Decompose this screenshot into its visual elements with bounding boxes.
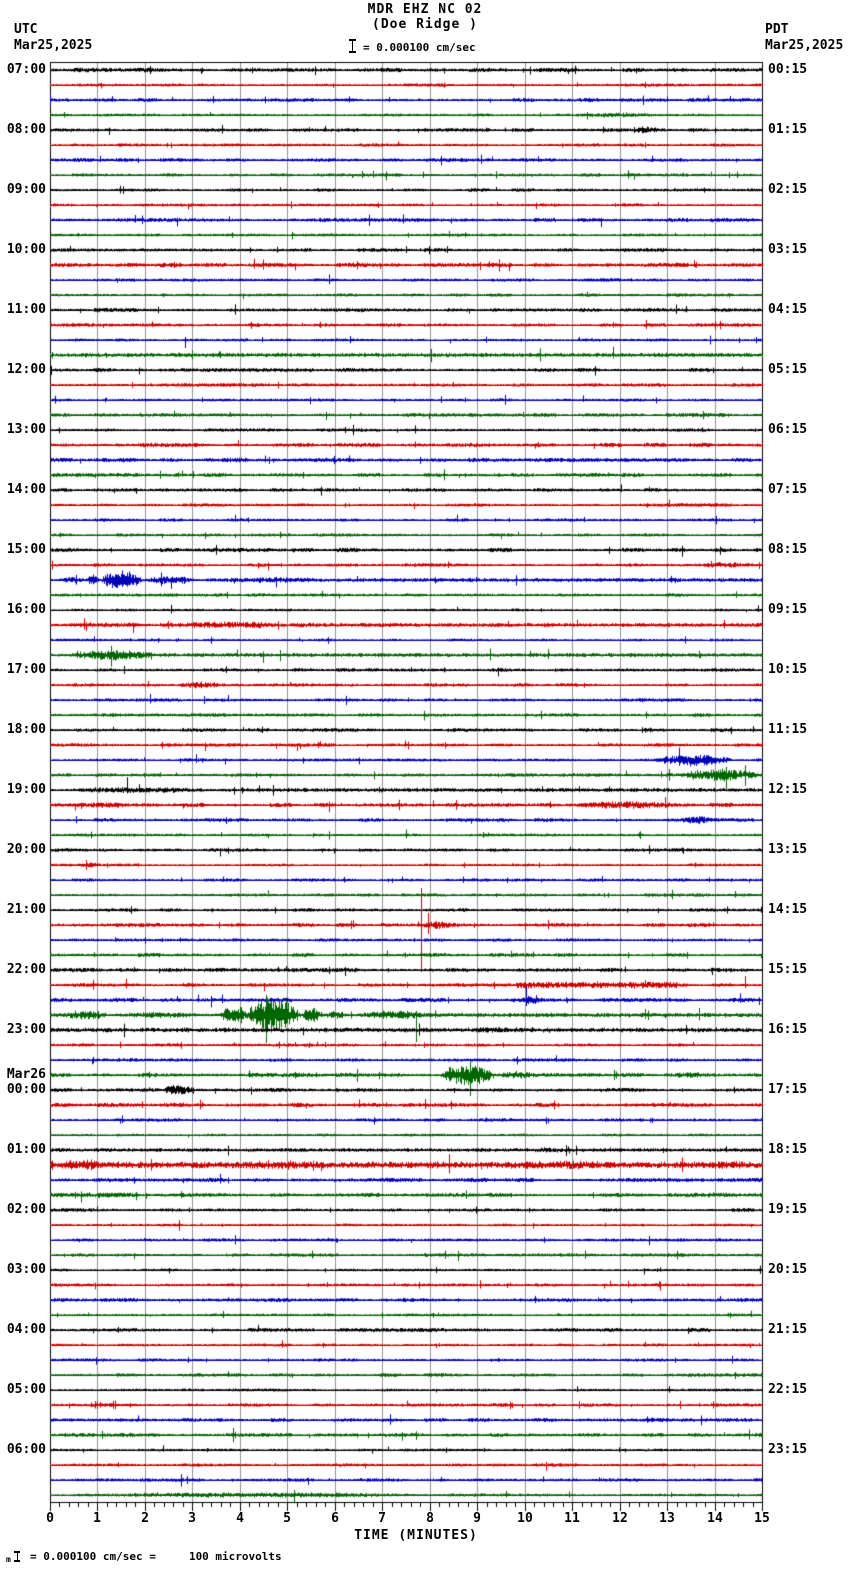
pdt-hour-label: 08:15 — [768, 542, 808, 557]
x-axis-tick-label: 2 — [141, 1511, 149, 1526]
pdt-hour-label: 21:15 — [768, 1322, 808, 1337]
footer-prefix-glyph: m — [6, 1555, 11, 1564]
utc-hour-label: 05:00 — [6, 1382, 46, 1397]
pdt-hour-label: 02:15 — [768, 182, 808, 197]
utc-hour-label: 13:00 — [6, 422, 46, 437]
utc-hour-label: 15:00 — [6, 542, 46, 557]
pdt-hour-label: 15:15 — [768, 962, 808, 977]
utc-hour-label: 20:00 — [6, 842, 46, 857]
x-axis-tick-label: 0 — [46, 1511, 54, 1526]
utc-hour-label: 03:00 — [6, 1262, 46, 1277]
x-axis-tick-label: 5 — [283, 1511, 291, 1526]
utc-hour-label: 06:00 — [6, 1442, 46, 1457]
utc-hour-label: 10:00 — [6, 242, 46, 257]
x-axis-tick-label: 14 — [707, 1511, 723, 1526]
pdt-hour-label: 03:15 — [768, 242, 808, 257]
pdt-hour-label: 18:15 — [768, 1142, 808, 1157]
utc-hour-label: 19:00 — [6, 782, 46, 797]
pdt-hour-label: 11:15 — [768, 722, 808, 737]
x-axis-tick-label: 12 — [612, 1511, 628, 1526]
utc-hour-label: 07:00 — [6, 62, 46, 77]
pdt-hour-label: 04:15 — [768, 302, 808, 317]
x-axis-tick-label: 11 — [564, 1511, 580, 1526]
pdt-hour-label: 12:15 — [768, 782, 808, 797]
pdt-hour-label: 06:15 — [768, 422, 808, 437]
x-axis-tick-label: 10 — [517, 1511, 533, 1526]
pdt-hour-label: 16:15 — [768, 1022, 808, 1037]
utc-hour-label: 23:00 — [6, 1022, 46, 1037]
utc-hour-label: 12:00 — [6, 362, 46, 377]
x-axis-tick-label: 15 — [754, 1511, 770, 1526]
utc-hour-label: 02:00 — [6, 1202, 46, 1217]
x-axis-tick-label: 8 — [426, 1511, 434, 1526]
date-change-label: Mar26 — [6, 1067, 46, 1082]
x-axis-tick-label: 3 — [188, 1511, 196, 1526]
utc-hour-label: 17:00 — [6, 662, 46, 677]
footer-scale-text: = 0.000100 cm/sec = 100 microvolts — [30, 1550, 282, 1563]
x-axis-tick-label: 13 — [659, 1511, 675, 1526]
utc-hour-label: 09:00 — [6, 182, 46, 197]
footer-scale-bar-icon — [14, 1551, 20, 1562]
pdt-hour-label: 13:15 — [768, 842, 808, 857]
x-axis-tick-label: 6 — [331, 1511, 339, 1526]
x-axis-title: TIME (MINUTES) — [354, 1528, 478, 1543]
footer-scale-note: m = 0.000100 cm/sec = 100 microvolts — [0, 1548, 850, 1568]
pdt-hour-label: 14:15 — [768, 902, 808, 917]
utc-hour-label: 01:00 — [6, 1142, 46, 1157]
utc-hour-label: 18:00 — [6, 722, 46, 737]
pdt-hour-label: 07:15 — [768, 482, 808, 497]
pdt-hour-label: 19:15 — [768, 1202, 808, 1217]
utc-hour-label: 21:00 — [6, 902, 46, 917]
utc-hour-label: 00:00 — [6, 1082, 46, 1097]
x-axis-tick-label: 9 — [473, 1511, 481, 1526]
utc-hour-label: 08:00 — [6, 122, 46, 137]
pdt-hour-label: 20:15 — [768, 1262, 808, 1277]
pdt-hour-label: 00:15 — [768, 62, 808, 77]
pdt-hour-label: 22:15 — [768, 1382, 808, 1397]
utc-hour-label: 14:00 — [6, 482, 46, 497]
utc-hour-label: 04:00 — [6, 1322, 46, 1337]
utc-hour-label: 16:00 — [6, 602, 46, 617]
x-axis-tick-label: 4 — [236, 1511, 244, 1526]
pdt-hour-label: 10:15 — [768, 662, 808, 677]
pdt-hour-label: 05:15 — [768, 362, 808, 377]
x-axis-tick-label: 1 — [93, 1511, 101, 1526]
pdt-hour-label: 17:15 — [768, 1082, 808, 1097]
pdt-hour-label: 23:15 — [768, 1442, 808, 1457]
utc-hour-label: 11:00 — [6, 302, 46, 317]
pdt-hour-label: 09:15 — [768, 602, 808, 617]
x-axis-tick-label: 7 — [378, 1511, 386, 1526]
pdt-hour-label: 01:15 — [768, 122, 808, 137]
utc-hour-label: 22:00 — [6, 962, 46, 977]
